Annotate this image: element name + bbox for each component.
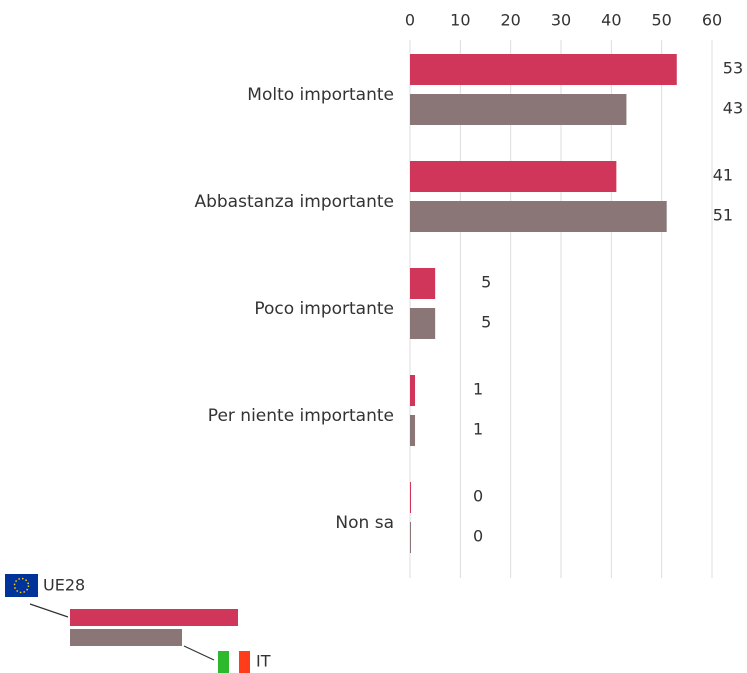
bar [410, 522, 411, 553]
eu-flag [5, 574, 38, 597]
legend-connector [183, 645, 215, 661]
x-tick-label: 20 [500, 11, 520, 30]
data-label: 5 [481, 313, 491, 332]
x-tick-label: 30 [551, 11, 571, 30]
bar [410, 201, 667, 232]
bar [410, 94, 627, 125]
category-label: Poco importante [254, 299, 394, 319]
category-label: Abbastanza importante [194, 192, 394, 212]
data-label: 5 [481, 273, 491, 292]
it-flag [218, 651, 229, 673]
bar [410, 415, 416, 446]
data-label: 43 [723, 99, 743, 118]
it-flag [239, 651, 250, 673]
x-tick-label: 60 [702, 11, 722, 30]
legend-connector [29, 603, 69, 618]
legend-label: IT [256, 652, 271, 671]
data-label: 41 [713, 166, 733, 185]
data-label: 1 [473, 380, 483, 399]
category-label: Non sa [335, 513, 394, 533]
bar [410, 482, 411, 513]
bar [410, 268, 436, 299]
legend-swatch [70, 629, 182, 646]
category-label: Molto importante [247, 85, 394, 105]
x-tick-label: 0 [405, 11, 415, 30]
x-tick-label: 40 [601, 11, 621, 30]
bar [410, 161, 617, 192]
data-label: 0 [473, 527, 483, 546]
data-label: 53 [723, 59, 743, 78]
legend-label: UE28 [43, 576, 85, 595]
data-label: 1 [473, 420, 483, 439]
x-tick-label: 10 [450, 11, 470, 30]
data-label: 0 [473, 487, 483, 506]
category-label: Per niente importante [208, 406, 394, 426]
x-tick-label: 50 [651, 11, 671, 30]
bar [410, 375, 416, 406]
it-flag [229, 651, 239, 673]
data-label: 51 [713, 206, 733, 225]
legend-swatch [70, 609, 238, 626]
bar [410, 54, 677, 85]
bar [410, 308, 436, 339]
eu-stars [13, 577, 30, 594]
legend: UE28 IT [5, 574, 271, 673]
